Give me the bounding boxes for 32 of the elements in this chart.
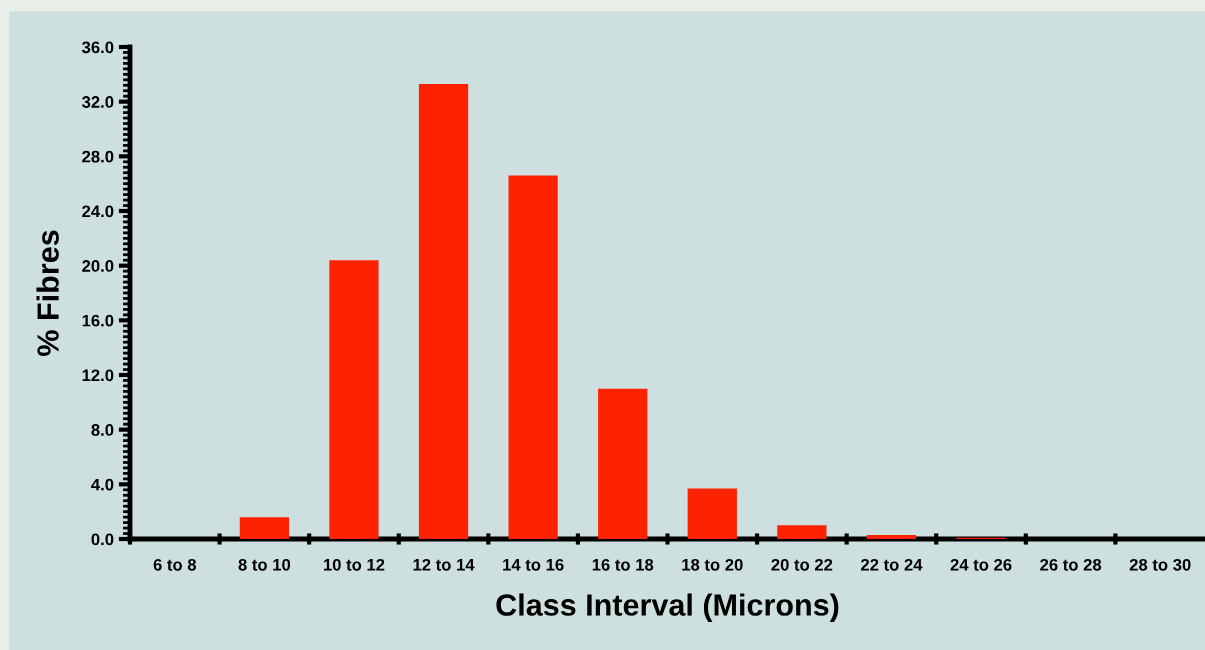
y-tick-label: 8.0 (91, 424, 114, 436)
bar (329, 260, 379, 539)
y-axis-title: % Fibres (36, 230, 59, 356)
y-tick-label: 0.0 (91, 533, 114, 546)
x-tick-label: 22 to 24 (861, 558, 923, 571)
x-tick-label: 16 to 18 (592, 558, 654, 571)
x-tick-label: 20 to 22 (771, 558, 833, 571)
x-tick-label: 6 to 8 (153, 558, 197, 571)
x-tick-label: 26 to 28 (1040, 558, 1102, 571)
bar (598, 388, 648, 539)
y-tick-label: 12.0 (82, 369, 114, 382)
bar (508, 175, 558, 539)
bar (239, 517, 290, 539)
bar (418, 83, 469, 539)
bar (866, 534, 917, 539)
x-axis-title: Class Interval (Microns) (496, 593, 839, 622)
y-tick-label: 32.0 (81, 96, 114, 108)
x-tick-label: 28 to 30 (1129, 558, 1191, 571)
x-tick-label: 12 to 14 (413, 558, 475, 571)
y-tick-label: 16.0 (82, 314, 114, 327)
x-tick-label: 8 to 10 (238, 558, 291, 571)
bar (777, 525, 827, 539)
x-tick-label: 14 to 16 (503, 558, 564, 571)
y-tick-label: 20.0 (82, 260, 114, 272)
y-tick-label: 36.0 (81, 41, 114, 54)
y-tick-label: 24.0 (82, 205, 114, 218)
y-tick-label: 4.0 (91, 478, 114, 491)
y-tick-label: 28.0 (82, 150, 114, 163)
bar (687, 488, 737, 539)
x-tick-label: 24 to 26 (950, 558, 1012, 571)
x-tick-label: 10 to 12 (323, 558, 385, 571)
x-tick-label: 18 to 20 (682, 558, 743, 571)
